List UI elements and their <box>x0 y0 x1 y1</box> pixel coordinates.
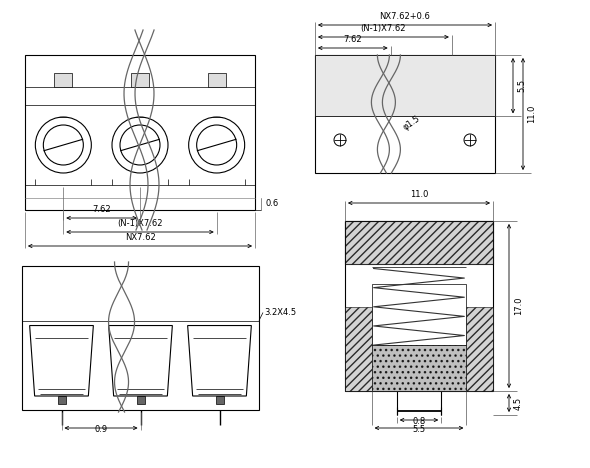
Text: 7.62: 7.62 <box>343 35 362 44</box>
Text: 4.5: 4.5 <box>514 396 523 410</box>
Bar <box>136 396 145 404</box>
Text: 11.0: 11.0 <box>410 190 428 199</box>
Bar <box>372 284 466 345</box>
Text: NX7.62+0.6: NX7.62+0.6 <box>379 12 431 21</box>
Bar <box>131 73 149 87</box>
Text: 5.5: 5.5 <box>517 79 526 92</box>
Text: 0.8: 0.8 <box>412 417 425 426</box>
Bar <box>372 345 466 391</box>
Bar <box>315 55 495 173</box>
Text: 0.6: 0.6 <box>265 199 278 209</box>
Bar <box>22 266 259 410</box>
Text: 11.0: 11.0 <box>527 105 536 123</box>
Text: (N-1)X7.62: (N-1)X7.62 <box>360 24 406 33</box>
Bar <box>345 307 372 391</box>
Bar <box>57 396 65 404</box>
Text: 5.5: 5.5 <box>412 425 425 434</box>
Text: φ1.5: φ1.5 <box>401 114 422 132</box>
Bar <box>315 55 495 117</box>
Text: 3.2X4.5: 3.2X4.5 <box>264 308 296 317</box>
Text: NX7.62: NX7.62 <box>124 233 155 242</box>
Bar <box>215 396 224 404</box>
Text: 17.0: 17.0 <box>514 297 523 315</box>
Text: 7.62: 7.62 <box>93 205 111 214</box>
Bar <box>54 73 73 87</box>
Bar <box>345 221 493 263</box>
Bar <box>466 307 493 391</box>
Bar <box>208 73 225 87</box>
Text: (N-1)X7.62: (N-1)X7.62 <box>117 219 163 228</box>
Text: 0.9: 0.9 <box>94 425 107 434</box>
Bar <box>345 221 493 391</box>
Bar <box>25 55 255 210</box>
